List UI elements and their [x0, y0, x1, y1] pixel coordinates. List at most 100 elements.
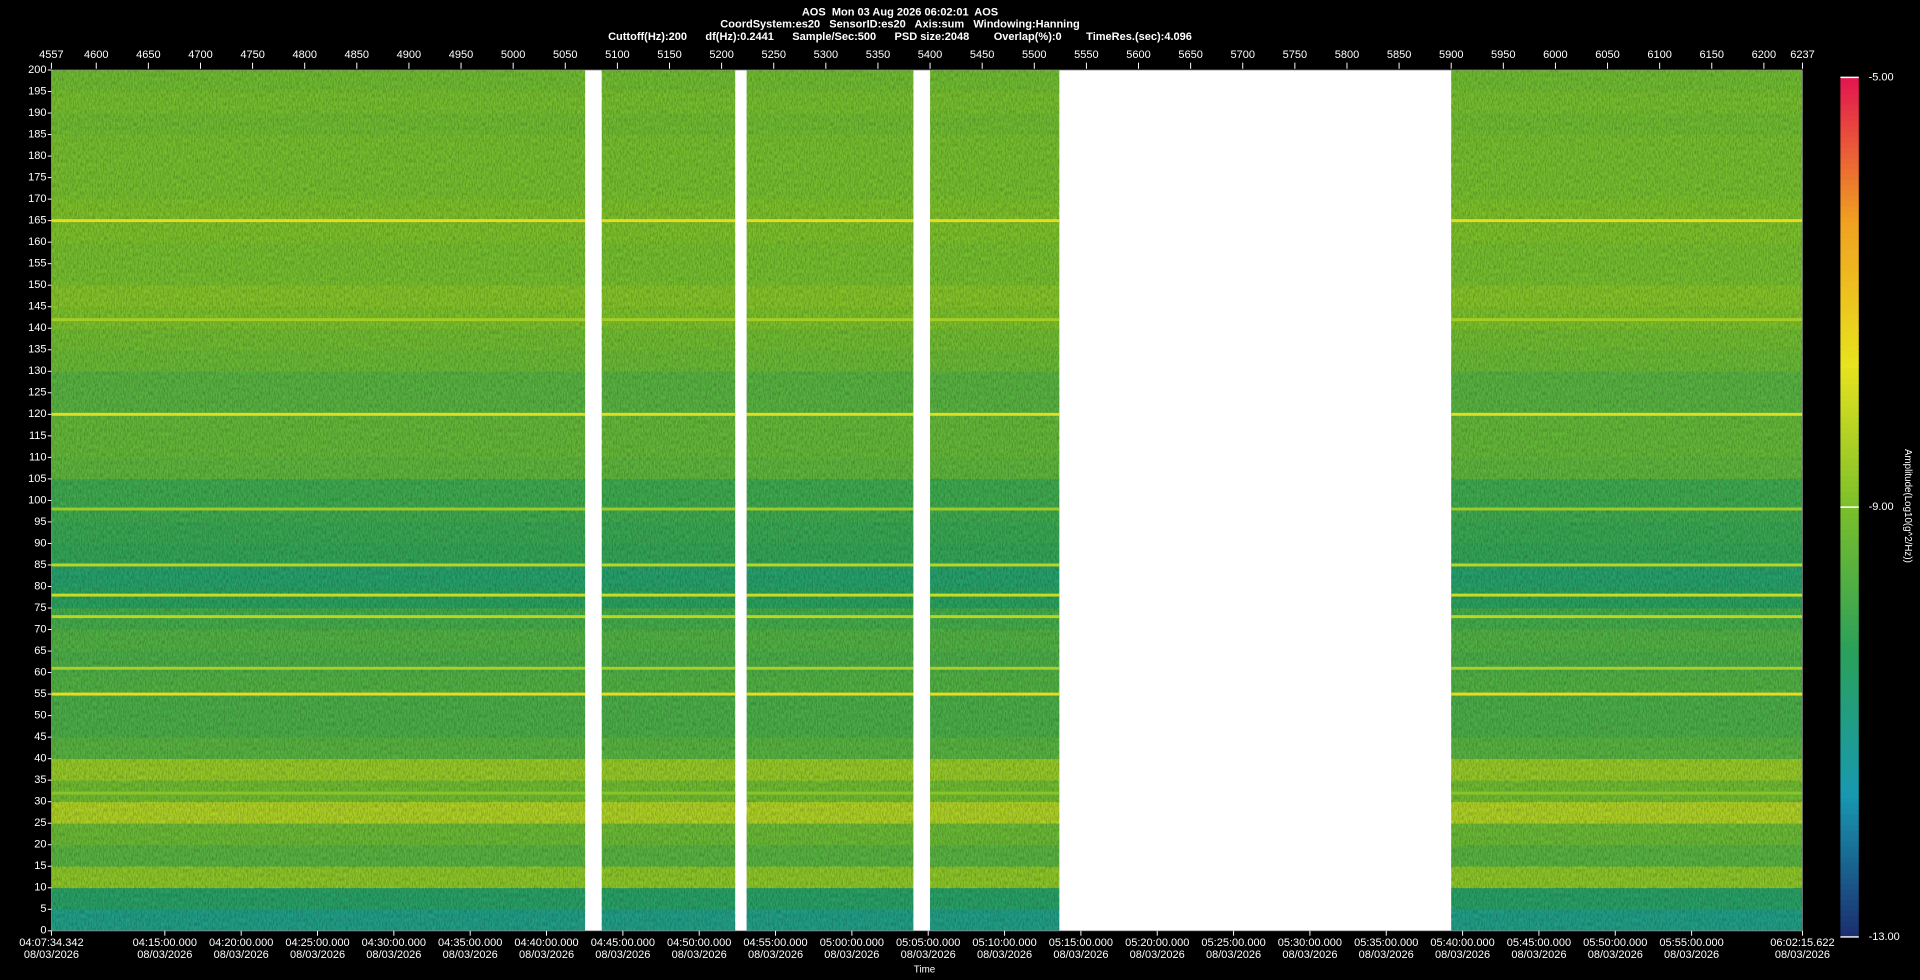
time-tick-label: 05:10:00.000	[972, 937, 1036, 949]
colorbar-cell	[1840, 195, 1859, 202]
colorbar-cell	[1840, 517, 1859, 524]
spectral-line	[930, 563, 1060, 567]
y-tick-label: 75	[34, 602, 46, 614]
spectral-line	[51, 791, 586, 795]
top-tick-label: 5800	[1335, 49, 1360, 61]
colorbar-cell	[1840, 340, 1859, 347]
colorbar-cell	[1840, 652, 1859, 659]
top-tick-label: 4750	[240, 49, 265, 61]
colorbar-cell	[1840, 480, 1859, 487]
colorbar-cell	[1840, 566, 1859, 573]
y-tick-label: 70	[34, 623, 46, 635]
colorbar-cell	[1840, 872, 1859, 879]
colorbar-label: Amplitude(Log10(g^2/Hz))	[1902, 449, 1913, 563]
y-tick-label: 125	[28, 387, 46, 399]
spectral-line	[930, 412, 1060, 416]
time-tick-label: 05:55:00.000	[1659, 937, 1723, 949]
colorbar-cell	[1840, 474, 1859, 481]
colorbar-cell	[1840, 77, 1859, 84]
y-tick-label: 50	[34, 710, 46, 722]
spectral-line	[601, 593, 736, 597]
y-tick-label: 20	[34, 839, 46, 851]
colorbar-cell	[1840, 818, 1859, 825]
date-tick-label: 08/03/2026	[977, 949, 1032, 961]
colorbar-cell	[1840, 899, 1859, 906]
colorbar-cell	[1840, 190, 1859, 197]
spectral-line	[601, 219, 736, 223]
y-tick-label: 190	[28, 107, 46, 119]
colorbar-cell	[1840, 270, 1859, 277]
top-tick-label: 5000	[501, 49, 526, 61]
spectral-line	[930, 615, 1060, 619]
date-tick-label: 08/03/2026	[1511, 949, 1566, 961]
date-tick-label: 08/03/2026	[901, 949, 956, 961]
y-tick-label: 15	[34, 860, 46, 872]
colorbar-cell	[1840, 861, 1859, 868]
spectral-line	[601, 563, 736, 567]
colorbar-cell	[1840, 786, 1859, 793]
colorbar-cell	[1840, 383, 1859, 390]
top-tick-label: 5600	[1126, 49, 1151, 61]
colorbar-cell	[1840, 641, 1859, 648]
spectral-line	[1451, 219, 1803, 223]
time-tick-label: 04:15:00.000	[133, 937, 197, 949]
colorbar-cell	[1840, 98, 1859, 105]
spectral-line	[601, 412, 736, 416]
y-tick-label: 100	[28, 494, 46, 506]
spectral-line	[51, 507, 586, 511]
spectral-line	[601, 692, 736, 696]
y-tick-label: 25	[34, 817, 46, 829]
top-tick-label: 6050	[1595, 49, 1620, 61]
y-tick-label: 170	[28, 193, 46, 205]
colorbar-cell	[1840, 415, 1859, 422]
colorbar-cell	[1840, 877, 1859, 884]
colorbar-cell	[1840, 689, 1859, 696]
spectral-line	[51, 318, 586, 322]
top-tick-label: 6237	[1790, 49, 1815, 61]
colorbar-cell	[1840, 738, 1859, 745]
time-tick-label: 04:07:34.342	[19, 937, 83, 949]
colorbar-cell	[1840, 131, 1859, 138]
spectral-line	[1451, 666, 1803, 670]
date-tick-label: 08/03/2026	[290, 949, 345, 961]
colorbar-cell	[1840, 695, 1859, 702]
top-tick-label: 5700	[1230, 49, 1255, 61]
date-tick-label: 08/03/2026	[672, 949, 727, 961]
y-tick-label: 105	[28, 473, 46, 485]
top-tick-label: 4700	[188, 49, 213, 61]
top-tick-label: 5150	[657, 49, 682, 61]
y-tick-label: 135	[28, 344, 46, 356]
colorbar-cell	[1840, 147, 1859, 154]
y-tick-label: 195	[28, 85, 46, 97]
date-tick-label: 08/03/2026	[519, 949, 574, 961]
texture	[601, 70, 736, 931]
spectral-line	[930, 666, 1060, 670]
time-tick-label: 04:20:00.000	[209, 937, 273, 949]
date-tick-label: 08/03/2026	[24, 949, 79, 961]
colorbar-cell	[1840, 625, 1859, 632]
spectral-line	[1451, 593, 1803, 597]
colorbar-cell	[1840, 673, 1859, 680]
colorbar-cell	[1840, 910, 1859, 917]
colorbar-cell	[1840, 743, 1859, 750]
x-axis-label: Time	[914, 965, 935, 976]
colorbar-cell	[1840, 619, 1859, 626]
colorbar-cell	[1840, 501, 1859, 508]
texture	[930, 70, 1060, 931]
y-tick-label: 160	[28, 236, 46, 248]
colorbar-cell	[1840, 867, 1859, 874]
time-tick-label: 05:00:00.000	[820, 937, 884, 949]
date-tick-label: 08/03/2026	[1282, 949, 1337, 961]
colorbar-cell	[1840, 528, 1859, 535]
segment	[1451, 70, 1803, 932]
time-tick-label: 04:30:00.000	[362, 937, 426, 949]
y-tick-label: 120	[28, 408, 46, 420]
colorbar-cell	[1840, 174, 1859, 181]
y-tick-label: 35	[34, 774, 46, 786]
spectral-line	[746, 615, 914, 619]
spectral-line	[746, 791, 914, 795]
colorbar-cell	[1840, 781, 1859, 788]
colorbar-tick-label: -5.00	[1869, 71, 1894, 83]
top-tick-label: 5050	[553, 49, 578, 61]
top-tick-label: 5400	[918, 49, 943, 61]
